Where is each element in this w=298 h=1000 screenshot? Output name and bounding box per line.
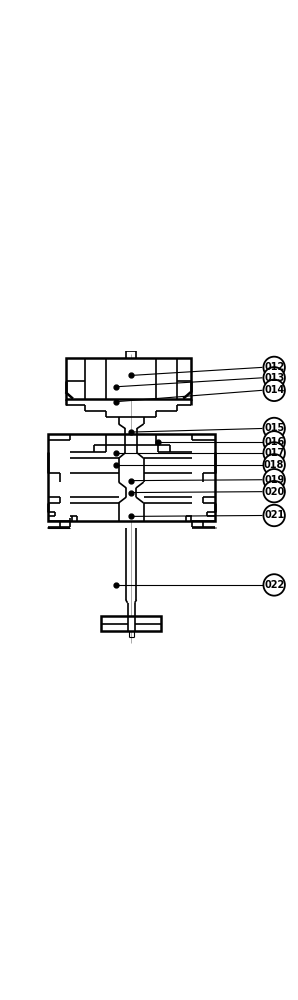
Circle shape <box>263 380 285 401</box>
Text: 012: 012 <box>264 362 284 372</box>
Bar <box>48 434 215 521</box>
Text: 015: 015 <box>264 423 284 433</box>
Text: 018: 018 <box>264 460 284 470</box>
Circle shape <box>263 454 285 476</box>
Text: 019: 019 <box>264 475 284 485</box>
Circle shape <box>263 574 285 596</box>
Circle shape <box>263 431 285 453</box>
Text: 016: 016 <box>264 437 284 447</box>
Text: 017: 017 <box>264 448 284 458</box>
Circle shape <box>263 357 285 378</box>
Circle shape <box>263 367 285 389</box>
Text: 013: 013 <box>264 373 284 383</box>
Circle shape <box>263 481 285 502</box>
Text: 021: 021 <box>264 510 284 520</box>
Bar <box>66 358 191 399</box>
Bar <box>101 616 161 631</box>
Text: 020: 020 <box>264 487 284 497</box>
Circle shape <box>263 442 285 464</box>
Text: 022: 022 <box>264 580 284 590</box>
Circle shape <box>263 469 285 490</box>
Text: 014: 014 <box>264 385 284 395</box>
Circle shape <box>263 418 285 439</box>
Circle shape <box>263 505 285 526</box>
